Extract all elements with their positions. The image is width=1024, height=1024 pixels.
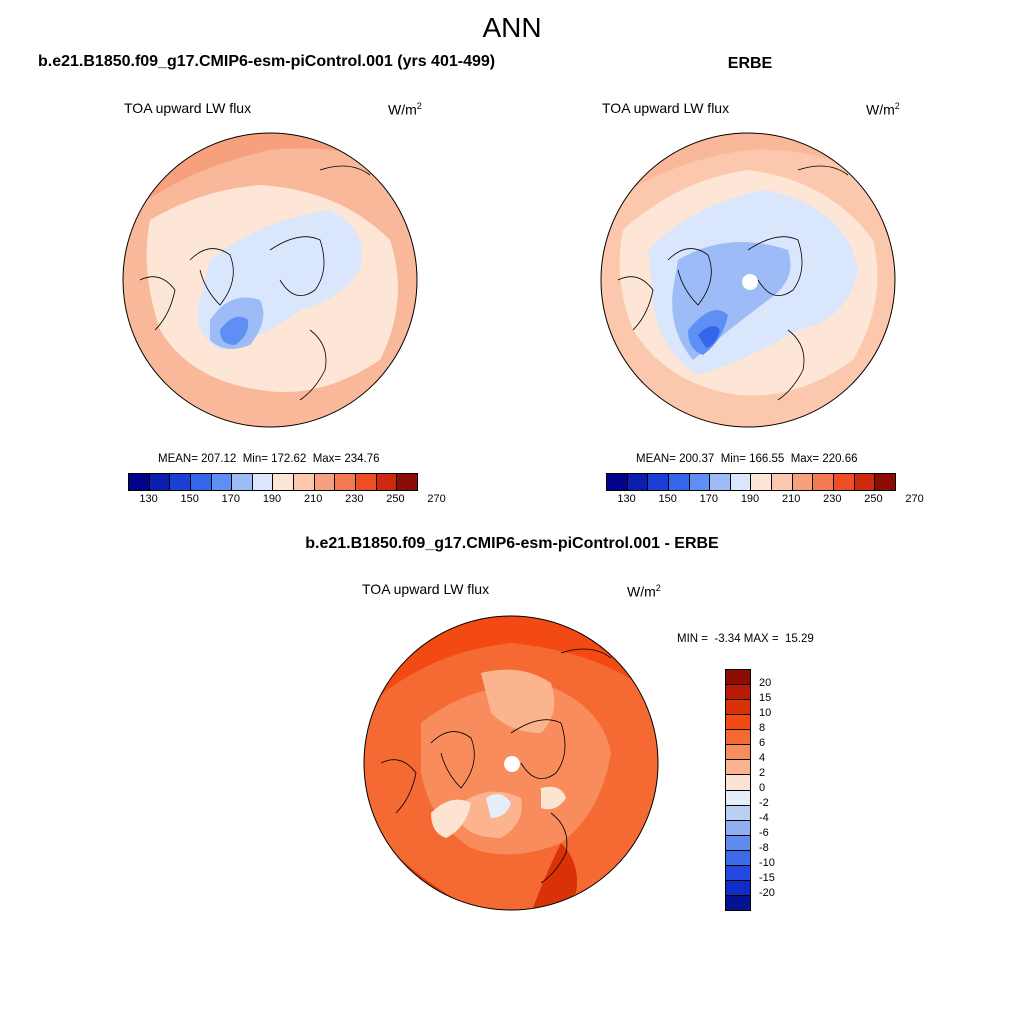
colorbar-tick-label: 250 [864, 493, 883, 505]
diff-polar-map [363, 615, 659, 911]
colorbar-swatch [726, 805, 750, 821]
colorbar-swatch [376, 474, 398, 490]
colorbar-tick-label: 270 [905, 493, 924, 505]
colorbar-swatch [834, 474, 855, 490]
colorbar-tick-label: 4 [759, 752, 766, 764]
diff-stats: MIN = -3.34 MAX = 15.29 [677, 633, 814, 645]
colorbar-swatch [689, 474, 711, 490]
colorbar-swatch [668, 474, 690, 490]
colorbar-tick-label: 130 [617, 493, 636, 505]
colorbar-swatch [726, 820, 750, 836]
colorbar-swatch [149, 474, 171, 490]
colorbar-tick-label: 230 [823, 493, 842, 505]
colorbar-swatch [875, 474, 895, 490]
colorbar-swatch [726, 685, 750, 701]
colorbar-swatch [726, 730, 750, 746]
model-stats: MEAN= 207.12 Min= 172.62 Max= 234.76 [158, 453, 380, 465]
colorbar-swatch [211, 474, 233, 490]
model-variable-label: TOA upward LW flux [124, 100, 252, 116]
colorbar-swatch [726, 850, 750, 866]
colorbar-swatch [252, 474, 274, 490]
obs-colorbar [606, 473, 896, 491]
colorbar-tick-label: 230 [345, 493, 364, 505]
model-unit-label: W/m2 [388, 101, 422, 118]
model-colorbar [128, 473, 418, 491]
colorbar-swatch [190, 474, 212, 490]
colorbar-swatch [607, 474, 628, 490]
colorbar-swatch [726, 715, 750, 731]
colorbar-swatch [356, 474, 377, 490]
colorbar-swatch [726, 865, 750, 881]
colorbar-tick-label: 0 [759, 782, 766, 794]
diff-colorbar [725, 669, 751, 911]
obs-variable-label: TOA upward LW flux [602, 100, 730, 116]
colorbar-tick-label: 170 [699, 493, 719, 505]
diff-variable-label: TOA upward LW flux [362, 581, 490, 597]
colorbar-swatch [335, 474, 357, 490]
colorbar-swatch [627, 474, 649, 490]
colorbar-swatch [314, 474, 336, 490]
colorbar-tick-label: 190 [740, 493, 760, 505]
colorbar-swatch [273, 474, 295, 490]
colorbar-swatch [772, 474, 793, 490]
page-title: ANN [482, 12, 542, 43]
colorbar-swatch [710, 474, 731, 490]
colorbar-tick-label: -6 [759, 827, 769, 839]
colorbar-swatch [726, 745, 750, 761]
colorbar-swatch [726, 670, 750, 686]
colorbar-swatch [129, 474, 150, 490]
colorbar-tick-label: 130 [139, 493, 158, 505]
colorbar-swatch [726, 790, 750, 806]
colorbar-tick-label: 15 [759, 692, 772, 704]
colorbar-swatch [792, 474, 814, 490]
colorbar-tick-label: 270 [427, 493, 446, 505]
colorbar-swatch [854, 474, 876, 490]
colorbar-swatch [294, 474, 315, 490]
colorbar-tick-label: -2 [759, 797, 769, 809]
colorbar-tick-label: 210 [303, 493, 323, 505]
colorbar-swatch [751, 474, 773, 490]
colorbar-swatch [170, 474, 191, 490]
obs-stats: MEAN= 200.37 Min= 166.55 Max= 220.66 [636, 453, 858, 465]
colorbar-swatch [730, 474, 752, 490]
colorbar-tick-label: 250 [386, 493, 405, 505]
colorbar-tick-label: 10 [759, 707, 772, 719]
colorbar-tick-label: -20 [759, 887, 775, 899]
colorbar-tick-label: 210 [781, 493, 801, 505]
diff-panel-title: b.e21.B1850.f09_g17.CMIP6-esm-piControl.… [305, 535, 719, 552]
model-panel-title: b.e21.B1850.f09_g17.CMIP6-esm-piControl.… [38, 53, 496, 70]
colorbar-swatch [726, 760, 750, 776]
colorbar-tick-label: 150 [658, 493, 677, 505]
diff-unit-label: W/m2 [627, 583, 661, 600]
colorbar-tick-label: 20 [759, 677, 772, 689]
colorbar-swatch [726, 895, 750, 910]
obs-polar-map [600, 132, 896, 428]
colorbar-swatch [397, 474, 417, 490]
colorbar-tick-label: 170 [221, 493, 241, 505]
colorbar-tick-label: 190 [262, 493, 282, 505]
model-polar-map [122, 132, 418, 428]
colorbar-swatch [726, 700, 750, 716]
colorbar-tick-label: -4 [759, 812, 769, 824]
colorbar-swatch [232, 474, 253, 490]
colorbar-tick-label: 8 [759, 722, 766, 734]
colorbar-swatch [726, 880, 750, 896]
colorbar-tick-label: -8 [759, 842, 769, 854]
obs-panel-title: ERBE [727, 55, 773, 72]
obs-unit-label: W/m2 [866, 101, 900, 118]
colorbar-tick-label: 150 [180, 493, 199, 505]
colorbar-tick-label: -10 [759, 857, 775, 869]
colorbar-tick-label: -15 [759, 872, 775, 884]
colorbar-tick-label: 6 [759, 737, 766, 749]
colorbar-swatch [813, 474, 835, 490]
colorbar-tick-label: 2 [759, 767, 766, 779]
colorbar-swatch [726, 835, 750, 851]
colorbar-swatch [726, 775, 750, 791]
colorbar-swatch [648, 474, 669, 490]
